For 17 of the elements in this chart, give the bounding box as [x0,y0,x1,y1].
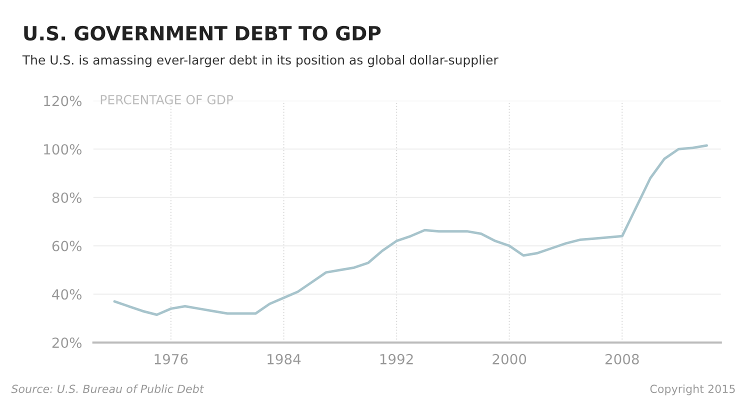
y-tick-label: 80% [52,192,82,203]
y-tick-label: 20% [52,338,82,348]
source-note: Source: U.S. Bureau of Public Debt [11,384,204,394]
y-tick-label: 120% [44,96,82,106]
chart-subtitle: The U.S. is amassing ever-larger debt in its position as global dollar-supplier [22,54,498,68]
y-axis-title: PERCENTAGE OF GDP [100,94,234,104]
x-tick-label: 1984 [268,354,301,364]
y-tick-label: 100% [44,144,82,155]
x-tick-label: 2000 [492,354,526,364]
text: Copyright 2015 [650,384,735,396]
line-series [113,144,708,316]
x-tick-label: 1976 [154,354,188,364]
chart-title: U.S. GOVERNMENT DEBT TO GDP [24,26,381,41]
x-tick-label: 2008 [605,354,639,364]
y-tick-label: 40% [52,289,82,300]
y-tick-label: 60% [52,240,82,252]
x-tick-label: 1992 [380,354,413,364]
